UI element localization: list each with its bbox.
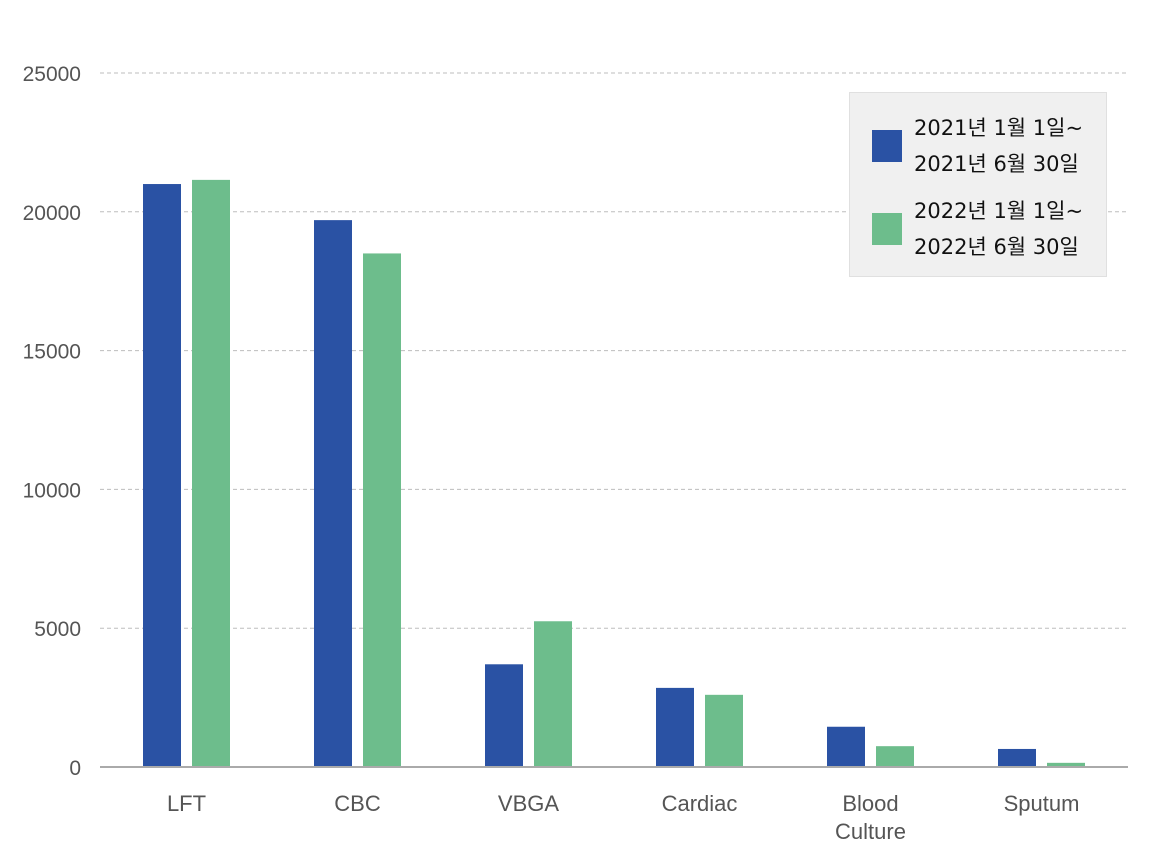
x-category-label-cardiac: Cardiac <box>662 791 738 816</box>
legend-label-series-2-line-2: 2022년 6월 30일 <box>914 235 1079 259</box>
bar-sputum-series-2 <box>1047 762 1085 767</box>
bar-cbc-series-1 <box>314 220 352 768</box>
legend-label-series-1-line-1: 2021년 1월 1일~ <box>914 116 1084 140</box>
legend-label-series-2: 2022년 1월 1일~ 2022년 6월 30일 <box>914 193 1083 265</box>
x-category-label-blood-culture: Blood Culture <box>835 791 906 844</box>
y-tick-label-15000: 15000 <box>23 341 81 364</box>
legend-item-series-1: 2021년 1월 1일~ 2021년 6월 30일 <box>872 110 1083 182</box>
x-axis-category-labels: LFT CBC VBGA Cardiac Blood Culture Sputum <box>167 791 1079 844</box>
bar-vbga-series-1 <box>485 664 523 767</box>
bar-blood-culture-series-1 <box>827 726 865 767</box>
legend-item-series-2: 2022년 1월 1일~ 2022년 6월 30일 <box>872 193 1083 265</box>
bar-lft-series-1 <box>143 184 181 768</box>
bar-cardiac-series-2 <box>705 694 743 767</box>
x-category-label-vbga: VBGA <box>498 791 559 816</box>
bar-cbc-series-2 <box>363 253 401 767</box>
y-tick-label-10000: 10000 <box>23 479 81 502</box>
bar-vbga-series-2 <box>534 621 572 767</box>
x-category-label-line: Cardiac <box>662 791 738 816</box>
legend-label-series-1-line-2: 2021년 6월 30일 <box>914 152 1079 176</box>
x-category-label-cbc: CBC <box>334 791 381 816</box>
bar-blood-culture-series-2 <box>876 746 914 767</box>
legend-label-series-2-line-1: 2022년 1월 1일~ <box>914 199 1084 223</box>
bar-sputum-series-1 <box>998 748 1036 767</box>
y-tick-label-25000: 25000 <box>23 63 81 86</box>
x-category-label-line: Culture <box>835 819 906 844</box>
x-category-label-line: Sputum <box>1004 791 1080 816</box>
legend-swatch-series-1 <box>872 130 902 162</box>
bar-lft-series-2 <box>192 179 230 768</box>
y-tick-label-20000: 20000 <box>23 202 81 225</box>
y-tick-label-0: 0 <box>69 757 81 780</box>
legend: 2021년 1월 1일~ 2021년 6월 30일 2022년 1월 1일~ 2… <box>849 92 1107 277</box>
y-tick-label-5000: 5000 <box>34 618 81 641</box>
legend-label-series-1: 2021년 1월 1일~ 2021년 6월 30일 <box>914 110 1083 182</box>
x-category-label-lft: LFT <box>167 791 206 816</box>
y-axis-tick-labels: 0 5000 10000 15000 20000 25000 <box>23 63 81 780</box>
x-category-label-line: Blood <box>842 791 898 816</box>
x-category-label-line: CBC <box>334 791 381 816</box>
x-category-label-line: VBGA <box>498 791 559 816</box>
legend-swatch-series-2 <box>872 213 902 245</box>
bars <box>143 179 1085 768</box>
x-category-label-line: LFT <box>167 791 206 816</box>
x-category-label-sputum: Sputum <box>1004 791 1080 816</box>
bar-cardiac-series-1 <box>656 687 694 767</box>
